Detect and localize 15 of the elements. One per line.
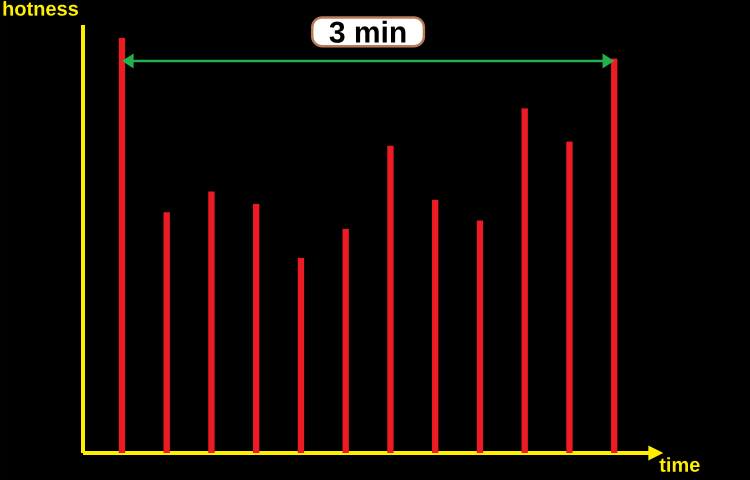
bar — [298, 258, 304, 453]
bar — [208, 191, 215, 453]
bar — [164, 212, 170, 453]
annotation: 3 min — [330, 20, 406, 43]
bar — [118, 38, 126, 453]
bar — [476, 220, 484, 453]
bar — [432, 200, 438, 453]
bar — [566, 142, 573, 453]
x-axis-title: time — [659, 457, 700, 472]
bar — [522, 108, 528, 453]
bar — [387, 146, 394, 453]
bar — [253, 204, 260, 453]
bar — [342, 228, 349, 453]
y-axis-title: hotness — [3, 1, 78, 16]
bar — [611, 58, 618, 453]
